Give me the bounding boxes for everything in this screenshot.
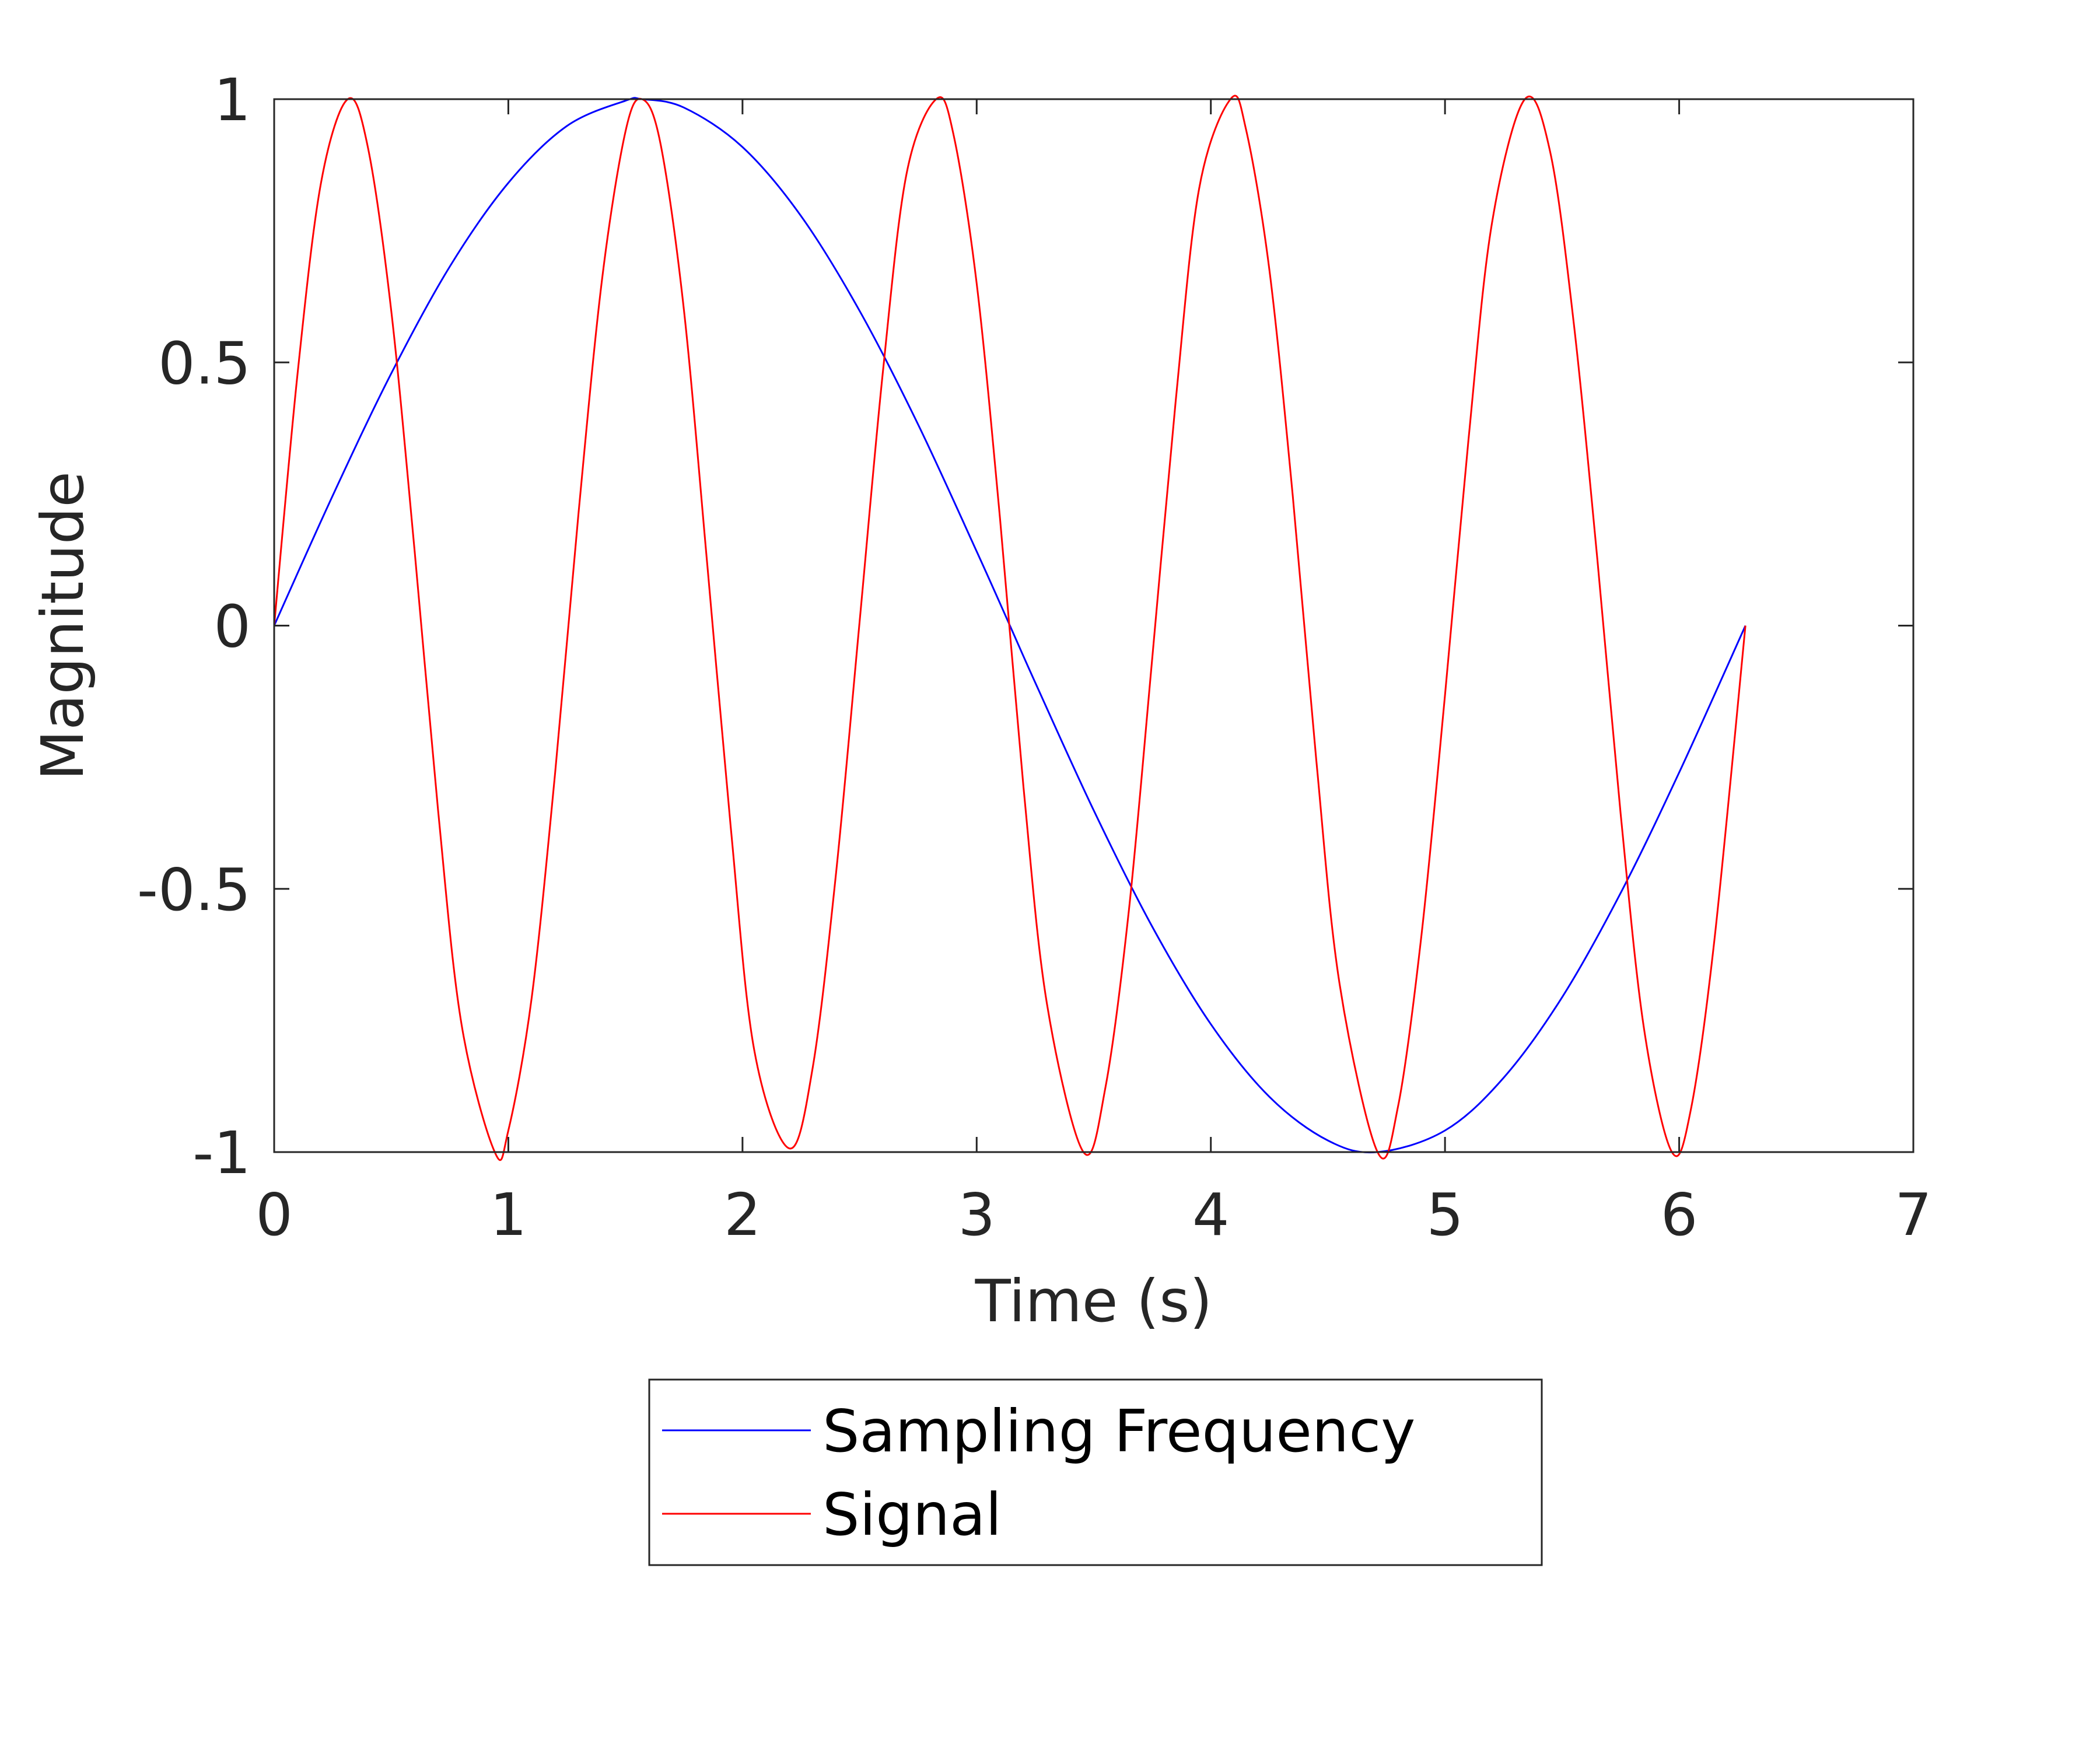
x-tick-label: 6 (1661, 1181, 1698, 1249)
y-tick-label: 1 (214, 66, 251, 134)
legend-label-sampling-frequency: Sampling Frequency (822, 1397, 1415, 1465)
y-tick-label: -0.5 (137, 856, 251, 924)
legend-box (648, 1378, 1543, 1566)
x-tick-label: 4 (1192, 1181, 1230, 1249)
legend-label-signal: Signal (822, 1480, 1002, 1549)
x-tick-label: 0 (256, 1181, 293, 1249)
y-tick-label: 0.5 (158, 329, 251, 397)
y-ticks: -1 -0.5 0 0.5 1 (137, 66, 1913, 1187)
x-ticks: 0 1 2 3 4 5 6 7 (256, 99, 1932, 1249)
x-tick-label: 3 (958, 1181, 995, 1249)
series-line-signal (273, 94, 1746, 1161)
series-line-sampling-frequency (273, 97, 1746, 1154)
x-axis-label: Time (s) (975, 1267, 1213, 1335)
y-tick-label: -1 (192, 1119, 251, 1187)
x-tick-label: 1 (490, 1181, 527, 1249)
y-tick-label: 0 (214, 593, 251, 661)
x-tick-label: 7 (1895, 1181, 1932, 1249)
legend: Sampling Frequency Signal (648, 1378, 1543, 1566)
series-layer (273, 94, 1746, 1161)
y-axis-label: Magnitude (29, 471, 97, 780)
plot-area (274, 99, 1913, 1152)
x-tick-label: 5 (1426, 1181, 1464, 1249)
x-tick-label: 2 (724, 1181, 761, 1249)
